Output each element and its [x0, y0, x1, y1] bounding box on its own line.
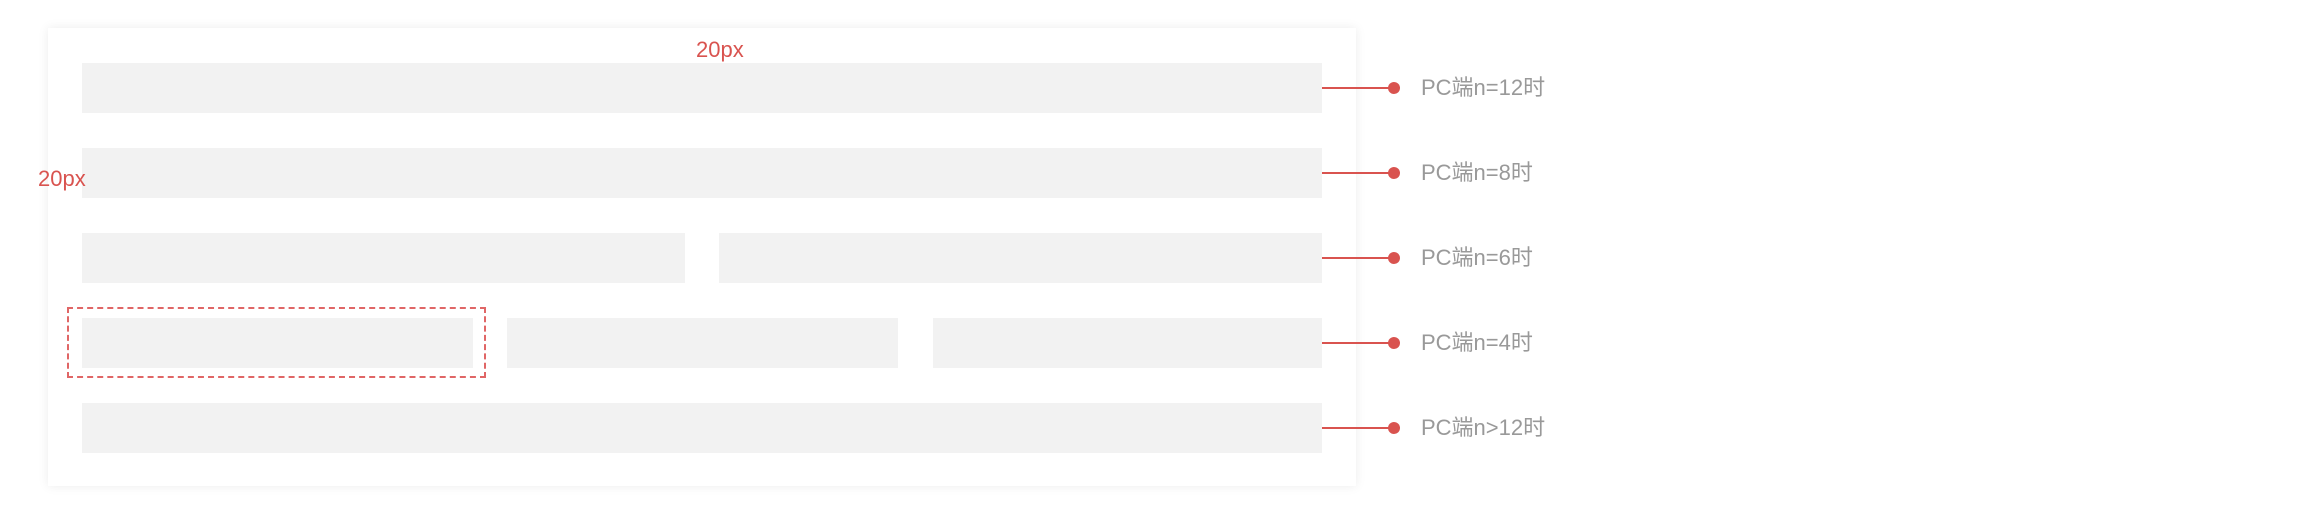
highlight-box — [67, 307, 486, 378]
leader-dot-row2 — [1388, 167, 1400, 179]
grid-bar-row5 — [82, 403, 1322, 453]
row-label-n8: PC端n=8时 — [1421, 160, 1533, 185]
row-label-n4: PC端n=4时 — [1421, 330, 1533, 355]
leader-dot-row5 — [1388, 422, 1400, 434]
leader-dot-row3 — [1388, 252, 1400, 264]
row-label-n6: PC端n=6时 — [1421, 245, 1533, 270]
leader-line-row1 — [1322, 87, 1394, 89]
grid-bar-row2 — [82, 148, 1322, 198]
leader-line-row2 — [1322, 172, 1394, 174]
grid-bar-row4-col1 — [82, 318, 473, 368]
row-label-n-gt12: PC端n>12时 — [1421, 415, 1546, 440]
grid-bar-row4-col3 — [933, 318, 1322, 368]
leader-dot-row1 — [1388, 82, 1400, 94]
leader-line-row4 — [1322, 342, 1394, 344]
side-spacing-label: 20px — [38, 166, 86, 191]
leader-line-row3 — [1322, 257, 1394, 259]
grid-bar-row4-col2 — [507, 318, 898, 368]
row-label-n12: PC端n=12时 — [1421, 75, 1546, 100]
leader-dot-row4 — [1388, 337, 1400, 349]
leader-line-row5 — [1322, 427, 1394, 429]
grid-bar-row3-col2 — [719, 233, 1322, 283]
top-spacing-label: 20px — [696, 37, 744, 62]
grid-bar-row1 — [82, 63, 1322, 113]
grid-bar-row3-col1 — [82, 233, 685, 283]
